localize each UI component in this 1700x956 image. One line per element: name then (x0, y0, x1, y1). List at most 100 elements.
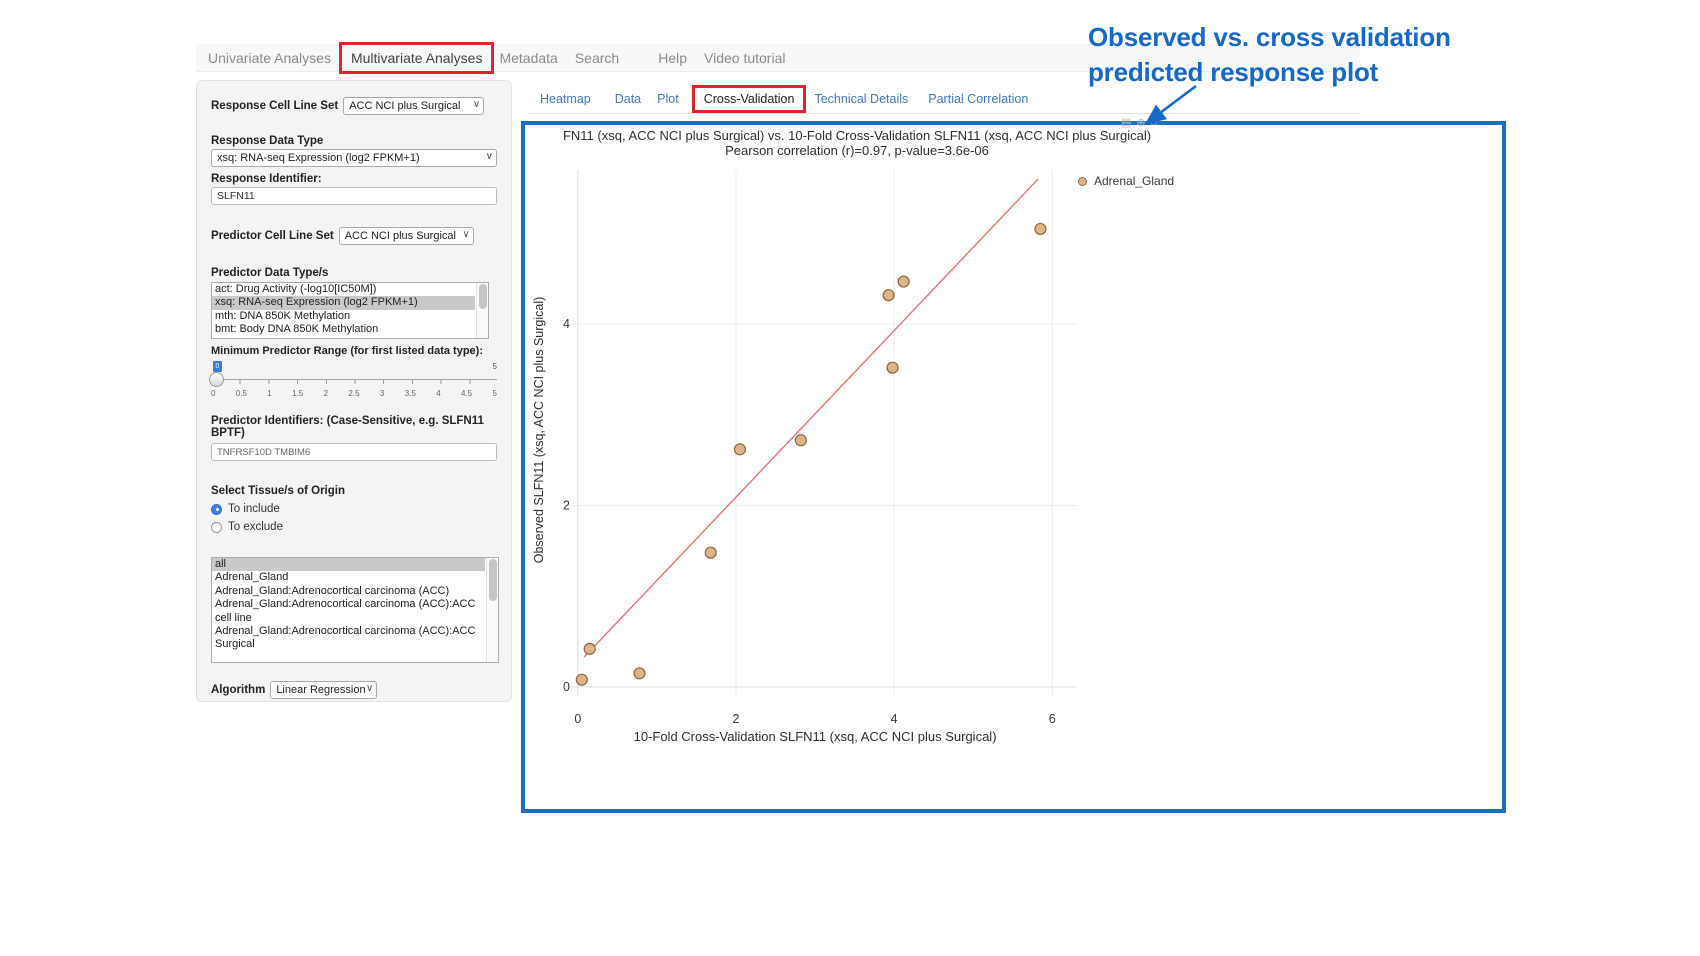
listbox-option[interactable]: Adrenal_Gland:Adrenocortical carcinoma (… (215, 625, 476, 651)
zoom-icon[interactable]: ⊕ (1136, 117, 1146, 129)
algorithm-select[interactable]: Linear Regression ∨ (270, 681, 378, 699)
predictor-data-type-label: Predictor Data Type/s (211, 267, 329, 279)
predictor-identifiers-input[interactable] (211, 443, 497, 461)
plot-panel: FN11 (xsq, ACC NCI plus Surgical) vs. 10… (521, 116, 1506, 813)
slider-tick-label: 3 (379, 389, 385, 398)
listbox-option[interactable]: all (212, 558, 485, 572)
response-cell-line-set-row: Response Cell Line Set ACC NCI plus Surg… (211, 97, 497, 115)
tab-plot[interactable]: Plot (657, 91, 679, 106)
radio-label: To include (228, 503, 280, 515)
predictor-cell-line-set-select[interactable]: ACC NCI plus Surgical ∨ (338, 227, 474, 245)
x-axis-label: 10-Fold Cross-Validation SLFN11 (xsq, AC… (634, 729, 997, 744)
nav-multivariate-analyses[interactable]: Multivariate Analyses (338, 41, 495, 74)
annotation-text: Observed vs. cross validation predicted … (1088, 22, 1451, 87)
annotation-arrow-icon (1144, 84, 1197, 125)
data-point (733, 443, 747, 456)
response-cell-line-set-select[interactable]: ACC NCI plus Surgical ∨ (343, 97, 485, 115)
plot-title: FN11 (xsq, ACC NCI plus Surgical) vs. 10… (562, 128, 1152, 143)
nav-video-tutorial[interactable]: Video tutorial (704, 49, 786, 66)
y-tick-label: 2 (563, 499, 570, 513)
listbox-option[interactable]: Adrenal_Gland:Adrenocortical carcinoma (… (215, 584, 450, 597)
tissue-exclude-radio[interactable]: To exclude (211, 521, 497, 533)
listbox-option[interactable]: mth: DNA 850K Methylation (215, 309, 351, 322)
y-axis-label: Observed SLFN11 (xsq, ACC NCI plus Surgi… (532, 296, 546, 564)
algorithm-label: Algorithm (211, 684, 266, 696)
plot-subtitle: Pearson correlation (r)=0.97, p-value=3.… (725, 143, 989, 158)
legend-item[interactable]: Adrenal_Gland (1078, 174, 1174, 188)
legend-label: Adrenal_Gland (1094, 174, 1175, 188)
slider-tick-label: 2 (323, 389, 329, 398)
scrollbar-thumb[interactable] (479, 284, 487, 309)
select-value: ACC NCI plus Surgical (349, 100, 461, 112)
tissue-origin-label: Select Tissue/s of Origin (211, 485, 345, 497)
tab-cross-validation[interactable]: Cross-Validation (691, 84, 807, 113)
response-data-type-label: Response Data Type (211, 135, 324, 147)
tab-partial-correlation[interactable]: Partial Correlation (928, 91, 1029, 106)
chart-svg: 0 2 4 6 0 2 4 10-Fold Cross-Validation SLFN11 (… (563, 170, 1076, 744)
slider-tick-label: 3.5 (404, 389, 416, 398)
nav-help[interactable]: Help (658, 49, 687, 66)
x-tick-label: 0 (574, 712, 581, 726)
x-tick-label: 4 (891, 712, 898, 726)
data-point (886, 361, 899, 374)
slider-tick-label: 5 (492, 389, 497, 398)
min-predictor-range-label: Minimum Predictor Range (for first liste… (211, 345, 483, 357)
slider-tick-label: 4.5 (461, 389, 473, 398)
data-point (583, 642, 596, 655)
select-value: Linear Regression (276, 684, 366, 696)
radio-selected-icon (211, 503, 222, 515)
data-point (575, 673, 588, 686)
x-tick-label: 6 (1049, 712, 1056, 726)
listbox-option[interactable]: act: Drug Activity (-log10[IC50M]) (215, 283, 377, 295)
slider-track[interactable] (211, 379, 497, 380)
tab-heatmap[interactable]: Heatmap (540, 91, 591, 106)
slider-tick-label: 2.5 (348, 389, 360, 398)
tab-data[interactable]: Data (614, 91, 642, 106)
predictor-cell-line-set-label: Predictor Cell Line Set (211, 230, 334, 242)
data-point (897, 275, 910, 288)
scrollbar[interactable] (476, 283, 488, 338)
slider-value-badge: 0 (213, 361, 222, 372)
chevron-down-icon: ∨ (472, 99, 481, 110)
response-identifier-label: Response Identifier: (211, 173, 322, 185)
radio-label: To exclude (228, 521, 283, 533)
scrollbar[interactable] (486, 558, 498, 662)
y-tick-label: 4 (563, 317, 570, 331)
response-cell-line-set-label: Response Cell Line Set (211, 100, 339, 112)
tissue-include-radio[interactable]: To include (211, 503, 497, 515)
nav-metadata[interactable]: Metadata (499, 49, 558, 66)
select-value: xsq: RNA-seq Expression (log2 FPKM+1) (217, 152, 420, 164)
data-point (704, 546, 717, 559)
min-predictor-range-slider[interactable]: 0 5 0 0.5 1 1.5 2 2.5 3 3.5 4 4.5 5 (209, 361, 497, 409)
scrollbar-thumb[interactable] (489, 559, 497, 601)
camera-icon[interactable]: ▤ (1121, 117, 1132, 129)
listbox-option[interactable]: bmt: Body DNA 850K Methylation (215, 323, 379, 336)
predictor-cell-line-set-row: Predictor Cell Line Set ACC NCI plus Sur… (211, 227, 497, 245)
y-tick-label: 0 (563, 680, 570, 694)
slider-handle[interactable] (209, 372, 224, 387)
slider-tick-label: 1.5 (292, 389, 304, 398)
listbox-option[interactable]: Adrenal_Gland (215, 571, 289, 584)
select-value: ACC NCI plus Surgical (344, 230, 456, 242)
predictor-identifiers-label: Predictor Identifiers: (Case-Sensitive, … (211, 415, 484, 439)
predictor-data-type-options: act: Drug Activity (-log10[IC50M]) xsq: R… (212, 283, 475, 337)
data-point (882, 289, 895, 302)
response-data-type-select[interactable]: xsq: RNA-seq Expression (log2 FPKM+1) ∨ (211, 149, 497, 167)
tab-technical-details[interactable]: Technical Details (814, 91, 909, 106)
nav-search[interactable]: Search (574, 49, 620, 66)
slider-tick-label: 0.5 (235, 389, 247, 398)
predictor-data-type-list[interactable]: act: Drug Activity (-log10[IC50M]) xsq: R… (211, 282, 489, 339)
slider-tick-label: 4 (436, 389, 441, 398)
chevron-down-icon: ∨ (485, 151, 493, 162)
listbox-option[interactable]: Adrenal_Gland:Adrenocortical carcinoma (… (215, 598, 476, 624)
listbox-option[interactable]: xsq: RNA-seq Expression (log2 FPKM+1) (212, 296, 475, 310)
slider-tickmarks (211, 380, 497, 384)
nav-univariate-analyses[interactable]: Univariate Analyses (208, 49, 331, 66)
slider-tick-labels: 0 0.5 1 1.5 2 2.5 3 3.5 4 4.5 5 (211, 389, 497, 398)
control-panel: Response Cell Line Set ACC NCI plus Surg… (196, 80, 512, 702)
x-tick-label: 2 (733, 712, 740, 726)
chevron-down-icon: ∨ (462, 229, 470, 240)
response-identifier-input[interactable] (211, 187, 497, 205)
slider-tick-label: 0 (211, 389, 216, 398)
tissue-list[interactable]: all Adrenal_Gland Adrenal_Gland:Adrenocort… (211, 557, 499, 663)
